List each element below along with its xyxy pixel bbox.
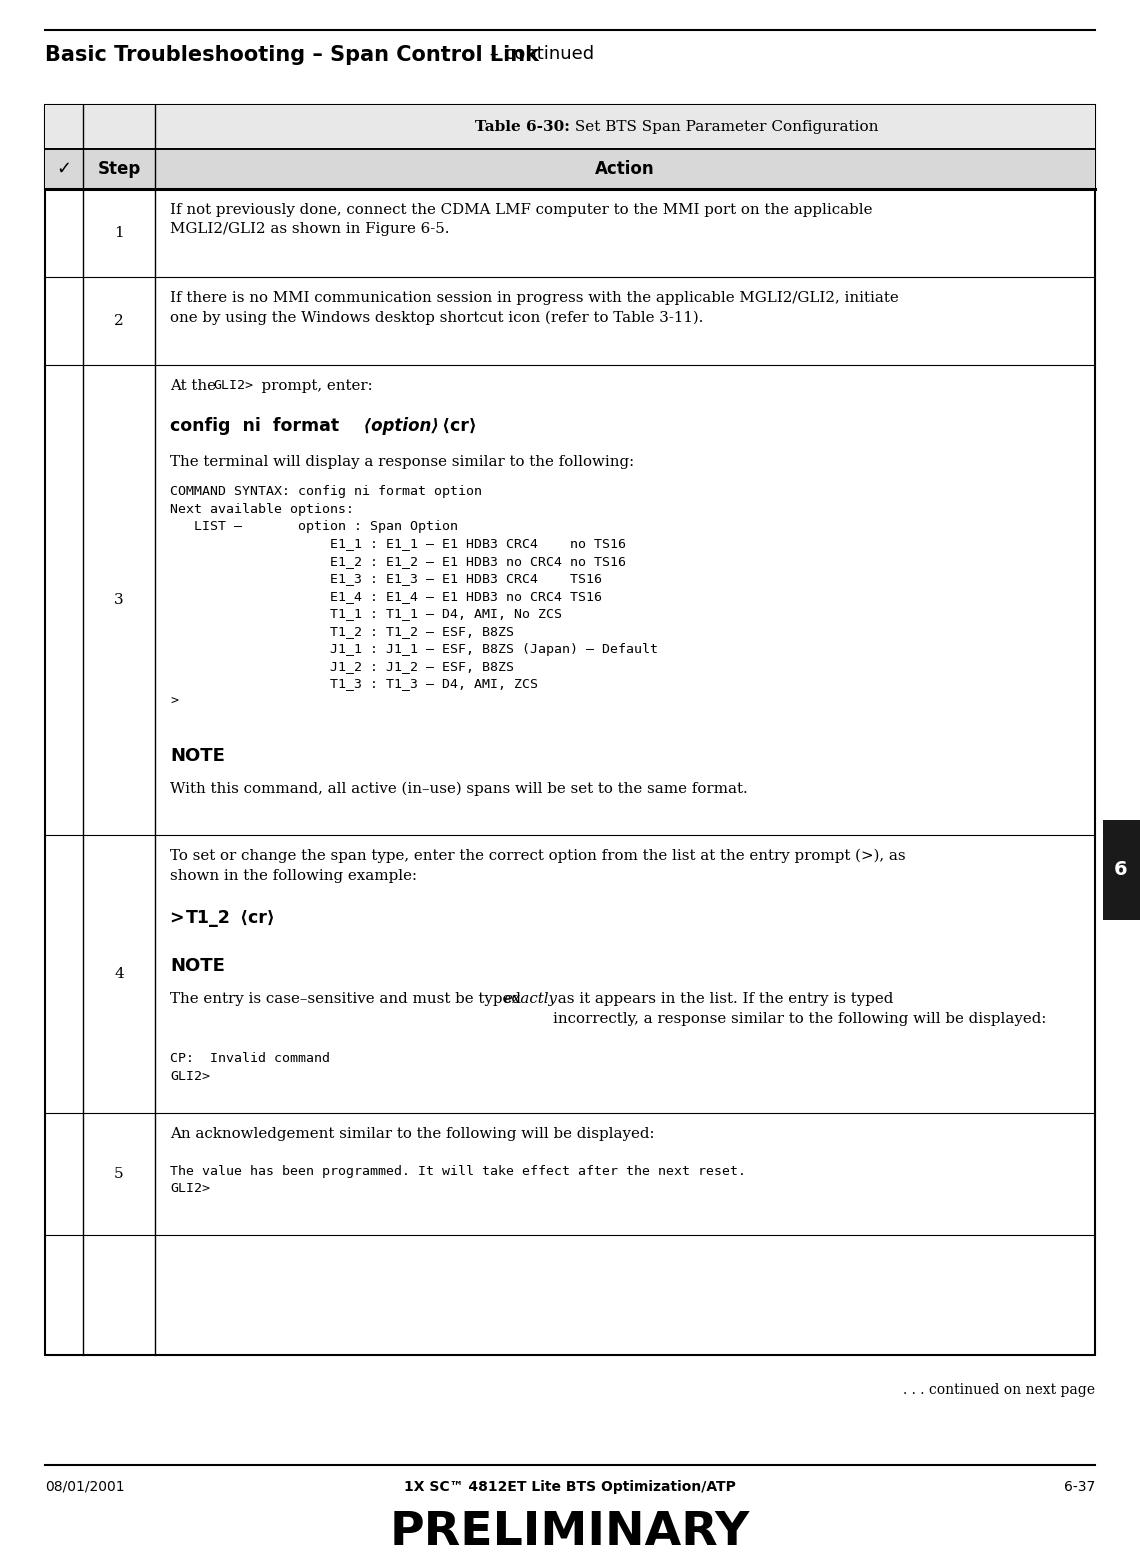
Text: – continued: – continued xyxy=(483,45,594,63)
Text: Set BTS Span Parameter Configuration: Set BTS Span Parameter Configuration xyxy=(570,121,879,135)
Text: 3: 3 xyxy=(114,594,124,608)
Text: The terminal will display a response similar to the following:: The terminal will display a response sim… xyxy=(170,456,634,468)
Text: ✓: ✓ xyxy=(57,160,72,179)
Text: . . . continued on next page: . . . continued on next page xyxy=(903,1383,1096,1397)
Text: ⟨cr⟩: ⟨cr⟩ xyxy=(430,417,477,435)
Text: If there is no MMI communication session in progress with the applicable MGLI2/G: If there is no MMI communication session… xyxy=(170,291,898,326)
Text: Table 6-30:: Table 6-30: xyxy=(475,121,570,135)
Text: 1X SC™ 4812ET Lite BTS Optimization/ATP: 1X SC™ 4812ET Lite BTS Optimization/ATP xyxy=(404,1480,736,1494)
Text: T1_2: T1_2 xyxy=(186,908,231,927)
Text: CP:  Invalid command
GLI2>: CP: Invalid command GLI2> xyxy=(170,1052,329,1082)
Text: With this command, all active (in–use) spans will be set to the same format.: With this command, all active (in–use) s… xyxy=(170,781,748,797)
Text: config  ni  format: config ni format xyxy=(170,417,339,435)
Text: 4: 4 xyxy=(114,966,124,980)
Text: Step: Step xyxy=(97,160,140,179)
Text: Action: Action xyxy=(595,160,654,179)
Bar xyxy=(44,105,1096,149)
Text: as it appears in the list. If the entry is typed
incorrectly, a response similar: as it appears in the list. If the entry … xyxy=(553,991,1047,1026)
Text: 6-37: 6-37 xyxy=(1064,1480,1096,1494)
Text: GLI2>: GLI2> xyxy=(213,379,253,392)
Text: The value has been programmed. It will take effect after the next reset.
GLI2>: The value has been programmed. It will t… xyxy=(170,1165,746,1195)
Text: ⟨cr⟩: ⟨cr⟩ xyxy=(228,908,275,927)
Text: COMMAND SYNTAX: config ni format option
Next available options:
   LIST –       : COMMAND SYNTAX: config ni format option … xyxy=(170,485,658,708)
Text: The entry is case–sensitive and must be typed: The entry is case–sensitive and must be … xyxy=(170,991,526,1005)
Bar xyxy=(44,149,1096,189)
Text: PRELIMINARY: PRELIMINARY xyxy=(390,1510,750,1555)
Text: 5: 5 xyxy=(114,1167,124,1181)
Text: If not previously done, connect the CDMA LMF computer to the MMI port on the app: If not previously done, connect the CDMA… xyxy=(170,204,872,236)
Text: prompt, enter:: prompt, enter: xyxy=(252,379,373,393)
Text: 1: 1 xyxy=(114,226,124,240)
Text: To set or change the span type, enter the correct option from the list at the en: To set or change the span type, enter th… xyxy=(170,849,905,883)
Bar xyxy=(44,105,1096,1355)
Text: 6: 6 xyxy=(1114,860,1127,880)
Bar xyxy=(1104,821,1140,919)
Text: 2: 2 xyxy=(114,315,124,327)
Text: 08/01/2001: 08/01/2001 xyxy=(44,1480,124,1494)
Text: Basic Troubleshooting – Span Control Link: Basic Troubleshooting – Span Control Lin… xyxy=(44,45,539,66)
Text: >: > xyxy=(170,908,190,927)
Text: NOTE: NOTE xyxy=(170,957,225,976)
Text: ⟨option⟩: ⟨option⟩ xyxy=(352,417,439,435)
Text: At the: At the xyxy=(170,379,221,393)
Text: NOTE: NOTE xyxy=(170,747,225,766)
Text: An acknowledgement similar to the following will be displayed:: An acknowledgement similar to the follow… xyxy=(170,1128,654,1142)
Text: exactly: exactly xyxy=(503,991,557,1005)
